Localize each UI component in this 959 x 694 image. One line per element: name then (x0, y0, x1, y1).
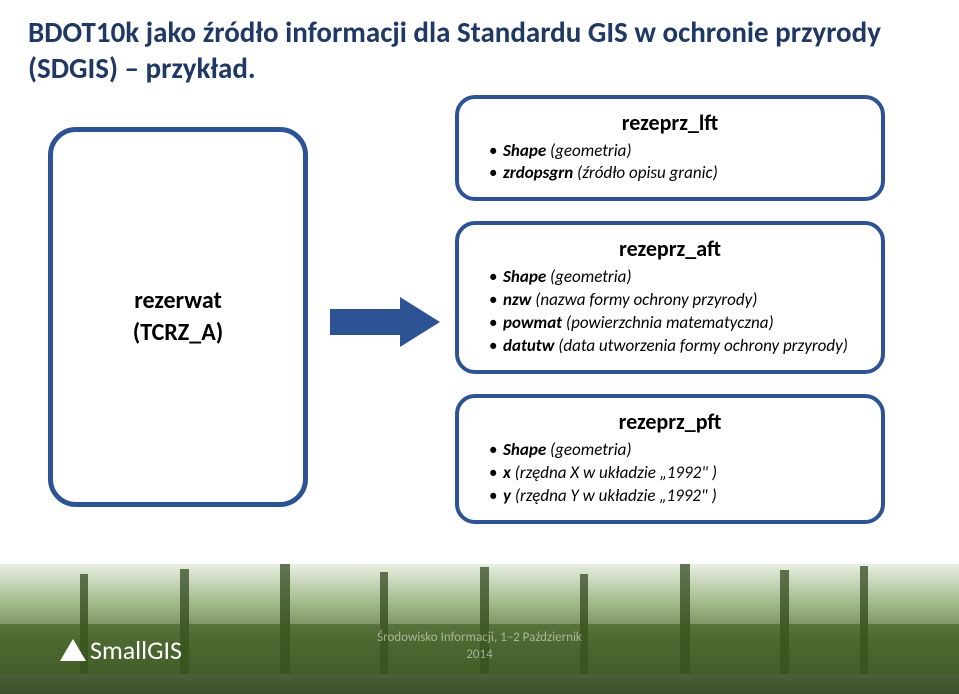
box-lft-item: Shape (geometria) (489, 140, 865, 163)
box-aft-item: Shape (geometria) (489, 266, 865, 289)
footer-line2: 2014 (377, 647, 582, 664)
source-box-line2: (TCRZ_A) (133, 317, 224, 348)
box-pft-heading: rezeprz_pft (475, 408, 865, 435)
footer-text: Środowisko Informacji, 1–2 Październik 2… (377, 630, 582, 664)
box-aft-item: datutw (data utworzenia formy ochrony pr… (489, 335, 865, 358)
box-lft-heading: rezeprz_lft (475, 109, 865, 136)
box-pft-item: y (rzędna Y w układzie „1992" ) (489, 485, 865, 508)
diagram-area: rezerwat (TCRZ_A) rezeprz_lft Shape (geo… (0, 87, 959, 557)
box-aft: rezeprz_aft Shape (geometria) nzw (nazwa… (455, 221, 885, 374)
box-pft-item: Shape (geometria) (489, 439, 865, 462)
arrow-icon (330, 297, 440, 347)
box-aft-item: powmat (powierzchnia matematyczna) (489, 312, 865, 335)
box-lft: rezeprz_lft Shape (geometria) zrdopsgrn … (455, 95, 885, 202)
source-box: rezerwat (TCRZ_A) (48, 127, 308, 507)
box-pft-item: x (rzędna X w układzie „1992" ) (489, 462, 865, 485)
target-boxes-column: rezeprz_lft Shape (geometria) zrdopsgrn … (455, 95, 885, 544)
box-aft-item: nzw (nazwa formy ochrony przyrody) (489, 289, 865, 312)
footer-line1: Środowisko Informacji, 1–2 Październik (377, 630, 582, 647)
logo-text: SmallGIS (90, 634, 182, 666)
box-lft-item: zrdopsgrn (źródło opisu granic) (489, 162, 865, 185)
box-pft: rezeprz_pft Shape (geometria) x (rzędna … (455, 394, 885, 524)
source-box-line1: rezerwat (133, 285, 224, 316)
slide-title: BDOT10k jako źródło informacji dla Stand… (0, 0, 959, 87)
smallgis-logo: SmallGIS (60, 634, 182, 666)
box-aft-heading: rezeprz_aft (475, 235, 865, 262)
